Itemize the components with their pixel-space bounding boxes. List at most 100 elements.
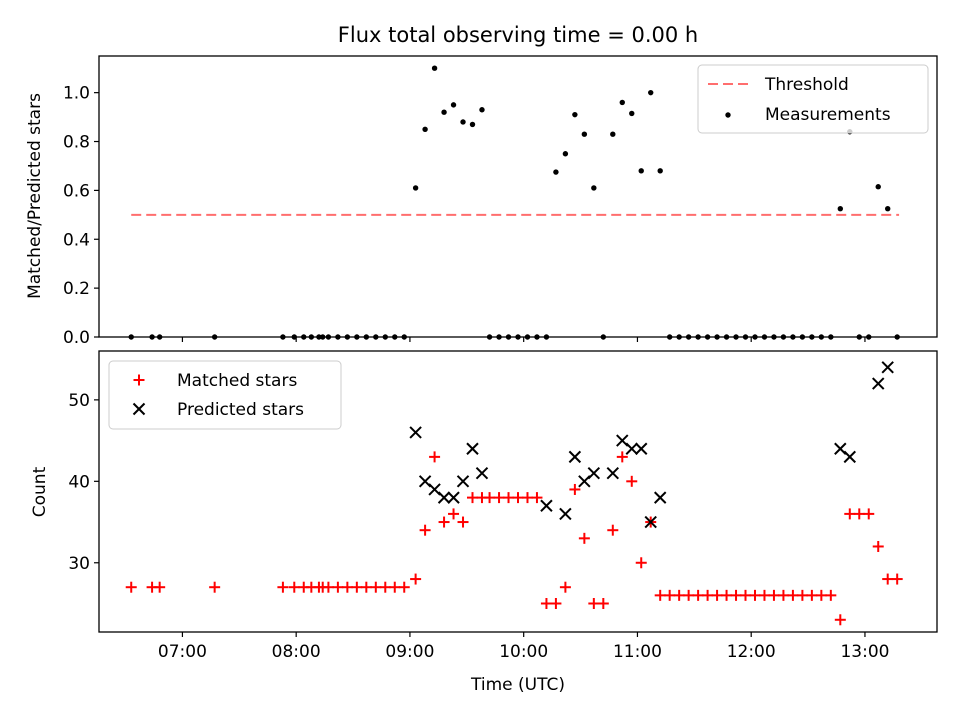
matched-star-point [503, 492, 515, 504]
x-tick-label: 08:00 [272, 642, 321, 662]
top-y-ticks: 0.0 0.2 0.4 0.6 0.8 1.0 [63, 84, 99, 348]
top-y-tick-label: 0.6 [63, 181, 90, 201]
top-panel: 0.0 0.2 0.4 0.6 0.8 1.0 Matched/Predicted sta… [25, 55, 938, 348]
matched-star-point [863, 508, 875, 520]
measurement-point [875, 184, 881, 190]
x-tick-label: 07:00 [158, 642, 207, 662]
matched-star-point [332, 581, 344, 593]
measurement-point [648, 89, 654, 96]
matched-star-point [882, 573, 894, 585]
matched-star-point [493, 492, 505, 504]
predicted-star-point [653, 491, 667, 504]
matched-star-point [853, 508, 865, 520]
predicted-star-point [475, 466, 489, 480]
matched-star-point [664, 589, 676, 601]
measurement-point [629, 110, 635, 117]
top-y-tick-label: 0.4 [63, 230, 90, 250]
bottom-y-tick-label: 50 [68, 391, 90, 411]
top-y-tick-label: 0.0 [63, 328, 90, 348]
bottom-legend: Matched stars Predicted stars [108, 360, 342, 430]
matched-star-point [740, 589, 752, 601]
legend-matched-swatch [133, 374, 145, 386]
measurement-point [469, 121, 476, 128]
matched-star-point [758, 589, 770, 601]
legend-measurements-label: Measurements [765, 105, 891, 125]
measurement-point [837, 206, 844, 212]
matched-star-point [635, 557, 647, 569]
matched-star-point [550, 597, 562, 609]
matched-star-point [512, 492, 524, 504]
legend-measurements-swatch [725, 112, 731, 118]
matched-star-point [796, 589, 808, 601]
bottom-panel: 30 40 50 07:00 08:00 09:00 10:00 11:00 12:00 13:… [30, 350, 938, 695]
predicted-star-point [872, 377, 885, 390]
top-legend-box [697, 64, 929, 134]
matched-star-point [322, 581, 334, 593]
chart-title: Flux total observing time = 0.00 h [338, 23, 698, 47]
matched-star-point [521, 492, 533, 504]
matched-star-point [466, 492, 478, 504]
matched-star-point [578, 532, 590, 544]
measurement-point [638, 168, 644, 174]
predicted-star-point [635, 442, 648, 455]
top-y-tick-label: 0.8 [63, 133, 90, 153]
measurement-point [422, 126, 428, 133]
predicted-star-point [843, 450, 856, 464]
matched-star-point [692, 589, 704, 601]
legend-predicted-label: Predicted stars [177, 400, 304, 420]
matched-star-point [531, 492, 543, 504]
predicted-star-point [456, 475, 470, 488]
top-axes-frame [98, 55, 938, 338]
bottom-y-tick-label: 30 [68, 554, 90, 574]
matched-star-point [429, 451, 441, 463]
bottom-y-axis-label: Count [30, 466, 50, 517]
matched-star-point [654, 589, 666, 601]
measurement-point [553, 169, 559, 175]
x-tick-label: 13:00 [840, 642, 889, 662]
measurement-point [591, 185, 597, 191]
matched-star-point [787, 589, 799, 601]
measurement-point [412, 185, 419, 191]
matched-star-point [702, 589, 714, 601]
matched-star-point [683, 589, 695, 601]
predicted-stars-points [409, 361, 894, 529]
matched-star-point [398, 581, 410, 593]
matched-star-point [288, 581, 300, 593]
matched-star-point [154, 581, 166, 593]
matched-star-point [673, 589, 685, 601]
x-tick-label: 10:00 [499, 642, 548, 662]
matched-star-point [806, 589, 818, 601]
measurement-point [581, 131, 588, 137]
measurement-point [619, 99, 625, 106]
predicted-star-point [447, 491, 460, 504]
matched-star-point [209, 581, 221, 593]
matched-star-point [815, 589, 827, 601]
bottom-x-ticks: 07:00 08:00 09:00 10:00 11:00 12:00 13:00 [158, 632, 889, 662]
matched-star-point [569, 483, 581, 495]
measurement-point [479, 107, 485, 113]
legend-matched-marker [133, 374, 145, 386]
matched-star-point [559, 581, 571, 593]
matched-star-point [825, 589, 837, 601]
matched-star-point [438, 516, 450, 528]
top-y-tick-label: 1.0 [63, 84, 90, 104]
x-tick-label: 09:00 [385, 642, 434, 662]
matched-star-point [419, 524, 431, 536]
matched-star-point [341, 581, 353, 593]
predicted-star-point [540, 499, 553, 512]
matched-star-point [834, 614, 846, 626]
matched-star-point [379, 581, 391, 593]
matched-star-point [277, 581, 289, 593]
matched-star-point [484, 492, 496, 504]
matched-star-point [588, 597, 600, 609]
matched-star-point [872, 540, 884, 552]
bottom-y-ticks: 30 40 50 [68, 391, 99, 574]
legend-matched-label: Matched stars [177, 371, 297, 391]
x-tick-label: 11:00 [613, 642, 662, 662]
matched-star-point [616, 451, 628, 463]
matched-star-point [410, 573, 422, 585]
matched-star-point [389, 581, 401, 593]
bottom-y-tick-label: 40 [68, 472, 90, 492]
matched-star-point [448, 508, 460, 520]
predicted-star-point [606, 466, 620, 480]
